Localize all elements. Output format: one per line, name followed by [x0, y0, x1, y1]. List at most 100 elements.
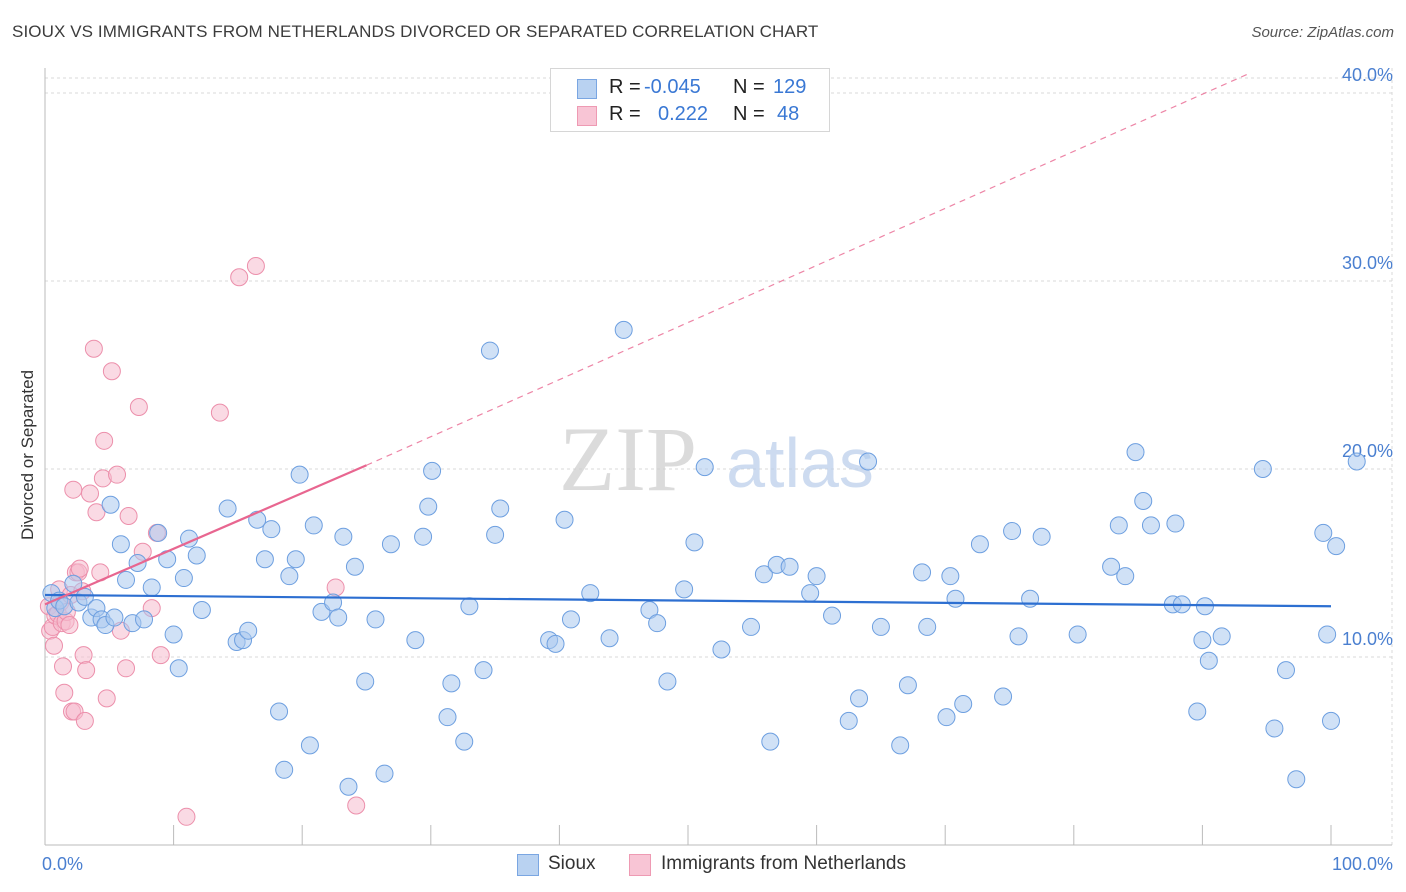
sioux-point	[101, 495, 120, 514]
netherlands-point	[70, 559, 89, 578]
netherlands-point	[210, 403, 229, 422]
netherlands-trend-extension	[366, 73, 1248, 466]
trend-lines	[44, 73, 1332, 608]
sioux-point	[381, 535, 400, 554]
sioux-point	[1116, 567, 1135, 586]
sioux-point	[128, 554, 147, 573]
sioux-point	[345, 557, 364, 576]
r-label: R =	[609, 103, 641, 125]
n-value: 129	[773, 76, 807, 98]
sioux-point	[480, 341, 499, 360]
netherlands-point	[129, 397, 148, 416]
netherlands-legend-swatch	[629, 854, 651, 876]
sioux-point	[1347, 452, 1366, 471]
sioux-point	[491, 499, 510, 518]
sioux-point	[658, 672, 677, 691]
sioux-point	[438, 708, 457, 727]
sioux-point	[546, 634, 565, 653]
sioux-point	[994, 687, 1013, 706]
sioux-point	[280, 567, 299, 586]
x-tick-labels: 0.0% 100.0%	[42, 854, 1393, 874]
sioux-point	[406, 631, 425, 650]
watermark-zip: ZIP	[559, 408, 697, 510]
legend-row-sioux: R = -0.045 N = 129	[551, 73, 829, 101]
y-tick-label: 40.0%	[1342, 65, 1393, 85]
sioux-point	[329, 608, 348, 627]
sioux-point	[239, 621, 258, 640]
y-tick-label: 10.0%	[1342, 629, 1393, 649]
legend-row-netherlands: R = 0.222 N = 48	[551, 100, 829, 128]
netherlands-point	[64, 480, 83, 499]
y-tick-labels: 10.0%20.0%30.0%40.0%	[1342, 65, 1393, 649]
netherlands-swatch	[577, 106, 597, 126]
sioux-point	[474, 661, 493, 680]
netherlands-point	[77, 661, 96, 680]
netherlands-point	[81, 484, 100, 503]
x-tick-label: 100.0%	[1332, 854, 1393, 874]
netherlands-point	[74, 646, 93, 665]
sioux-point	[135, 610, 154, 629]
sioux-point	[149, 523, 168, 542]
r-label: R =	[609, 76, 641, 98]
sioux-point	[1188, 702, 1207, 721]
n-value: 48	[777, 103, 800, 125]
sioux-point	[913, 563, 932, 582]
sioux-point	[366, 610, 385, 629]
netherlands-point	[45, 636, 64, 655]
sioux-point	[419, 497, 438, 516]
netherlands-point	[326, 578, 345, 597]
sioux-point	[1327, 537, 1346, 556]
y-tick-label: 30.0%	[1342, 253, 1393, 273]
sioux-point	[742, 617, 761, 636]
sioux-point	[105, 608, 124, 627]
netherlands-point	[55, 683, 74, 702]
sioux-points	[42, 320, 1366, 796]
sioux-point	[339, 777, 358, 796]
netherlands-point	[151, 646, 170, 665]
sioux-point	[859, 452, 878, 471]
watermark: ZIP atlas	[559, 408, 874, 510]
netherlands-point	[347, 796, 366, 815]
sioux-point	[1199, 651, 1218, 670]
sioux-point	[1141, 516, 1160, 535]
sioux-point	[117, 570, 136, 589]
sioux-point	[164, 625, 183, 644]
sioux-point	[1109, 516, 1128, 535]
sioux-point	[270, 702, 289, 721]
sioux-point	[761, 732, 780, 751]
correlation-legend: R = -0.045 N = 129 R = 0.222 N = 48	[550, 68, 830, 132]
sioux-point	[255, 550, 274, 569]
netherlands-point	[84, 339, 103, 358]
netherlands-point	[87, 503, 106, 522]
sioux-point	[111, 535, 130, 554]
sioux-point	[192, 601, 211, 620]
netherlands-point	[246, 256, 265, 275]
sioux-point	[1276, 661, 1295, 680]
sioux-point	[640, 601, 659, 620]
watermark-atlas: atlas	[726, 424, 874, 502]
axes	[44, 68, 1392, 846]
sioux-point	[954, 695, 973, 714]
sioux-point	[1126, 443, 1145, 462]
sioux-point	[356, 672, 375, 691]
sioux-trend-line	[44, 593, 1332, 608]
sioux-point	[780, 557, 799, 576]
netherlands-trend-line	[44, 464, 367, 606]
sioux-swatch	[577, 79, 597, 99]
sioux-point	[891, 736, 910, 755]
netherlands-point	[119, 507, 138, 526]
sioux-point	[801, 584, 820, 603]
sioux-point	[1318, 625, 1337, 644]
netherlands-point	[230, 268, 249, 287]
sioux-point	[460, 597, 479, 616]
sioux-point	[685, 533, 704, 552]
sioux-point	[648, 614, 667, 633]
sioux-point	[455, 732, 474, 751]
sioux-point	[1212, 627, 1231, 646]
sioux-point	[561, 610, 580, 629]
sioux-point	[169, 659, 188, 678]
sioux-point	[75, 587, 94, 606]
sioux-point	[187, 546, 206, 565]
sioux-point	[555, 510, 574, 529]
sioux-point	[1253, 460, 1272, 479]
